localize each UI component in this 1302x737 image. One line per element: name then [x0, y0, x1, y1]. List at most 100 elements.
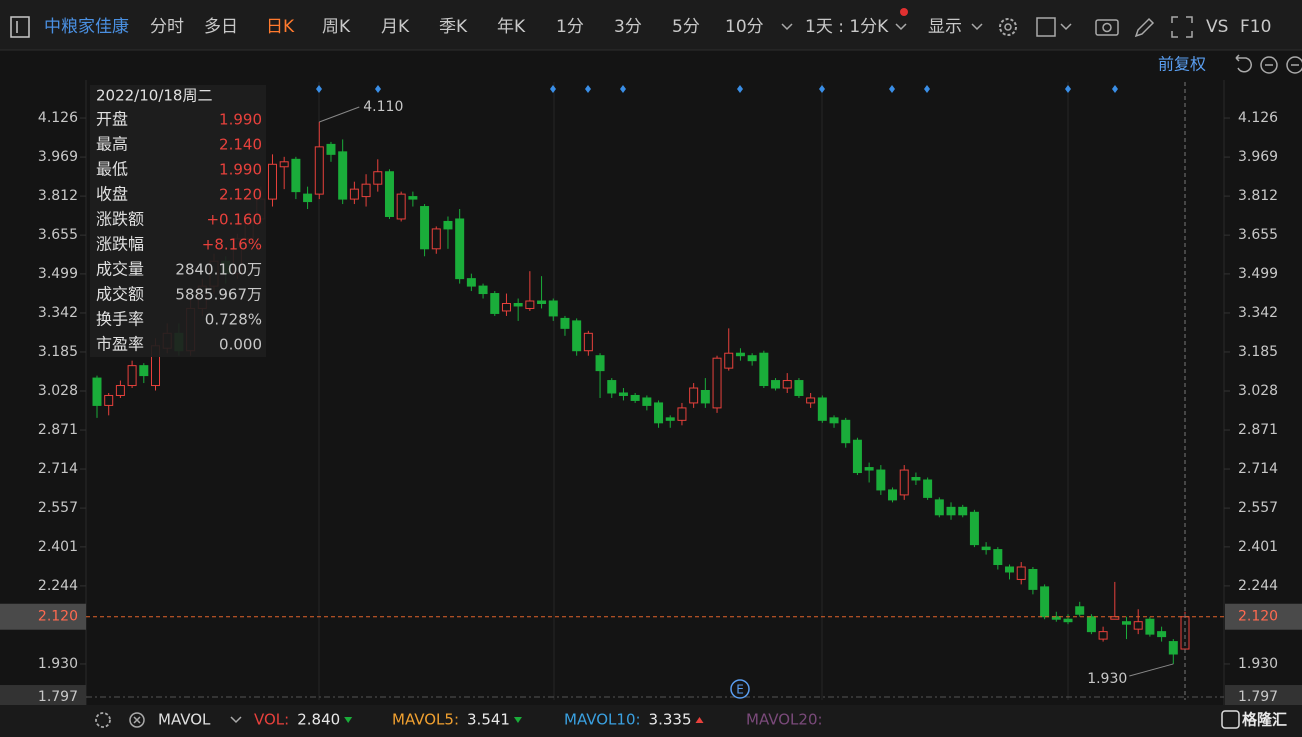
y-tick-label: 2.244 [38, 578, 78, 594]
settings-icon[interactable] [999, 18, 1017, 36]
event-diamond[interactable] [1065, 85, 1071, 93]
tooltip-value: 0.000 [219, 336, 262, 354]
tab[interactable]: 分时 [150, 17, 184, 37]
tab[interactable]: 1分 [556, 17, 584, 37]
candle-body [279, 161, 289, 168]
event-diamond[interactable] [889, 85, 895, 93]
candle-body [548, 300, 558, 317]
zoom-out[interactable] [1260, 56, 1278, 74]
tab[interactable]: 多日 [204, 17, 238, 37]
zoom-in[interactable] [1286, 56, 1302, 74]
event-marker[interactable] [730, 679, 750, 699]
y-tick-label: 3.655 [38, 227, 78, 243]
indicator-close[interactable] [129, 712, 145, 728]
candle-body [104, 394, 114, 406]
y-tick-label: 2.714 [38, 461, 78, 477]
tooltip-label: 市盈率 [96, 335, 144, 354]
tooltip-label: 涨跌幅 [96, 235, 144, 254]
tooltip-value: 2.140 [219, 136, 262, 154]
tab[interactable]: 5分 [672, 17, 700, 37]
crosshair-box [1225, 603, 1302, 630]
candle-body [735, 352, 745, 357]
tooltip [90, 85, 266, 357]
y-tick-label: 1.797 [38, 689, 78, 705]
candle-body [1051, 616, 1061, 620]
candle-body [361, 183, 371, 198]
candle-body [349, 188, 359, 200]
logo: 格隆汇 [1242, 711, 1287, 729]
candle-body [1086, 616, 1096, 633]
fullscreen-icon[interactable] [1171, 16, 1193, 38]
event-diamond[interactable] [550, 85, 556, 93]
y-tick-label: 3.499 [38, 266, 78, 282]
vs-button[interactable]: VS [1206, 17, 1228, 37]
candle-body [1028, 568, 1038, 590]
tooltip-label: 涨跌额 [96, 210, 144, 229]
y-tick-label: 3.028 [38, 383, 78, 399]
draw-icon[interactable] [1134, 17, 1155, 38]
candle-body [946, 506, 956, 516]
candle-body [817, 397, 827, 421]
candle-body [291, 158, 301, 193]
stock-name[interactable]: 中粮家佳康 [44, 17, 129, 37]
event-diamond[interactable] [924, 85, 930, 93]
tooltip-label: 收盘 [96, 185, 128, 204]
tab[interactable]: 月K [381, 17, 410, 37]
tooltip-label: 换手率 [96, 310, 144, 329]
candle-body [829, 417, 839, 424]
y-tick-label: 3.185 [38, 344, 78, 360]
tab[interactable]: 3分 [614, 17, 642, 37]
candle-body [303, 193, 313, 203]
crosshair-label: 2.120 [1238, 609, 1278, 625]
event-diamond[interactable] [737, 85, 743, 93]
candle-body [431, 228, 441, 250]
candle-body [794, 380, 804, 396]
candle-body [607, 380, 617, 394]
y-tick-label: 3.028 [1238, 383, 1278, 399]
adjust-mode[interactable]: 前复权 [1158, 55, 1206, 74]
annotation: 4.110 [363, 99, 403, 115]
event-diamond[interactable] [375, 85, 381, 93]
period-select[interactable]: 1天 : 1分K [805, 17, 889, 37]
tab[interactable]: 10分 [725, 17, 764, 37]
y-tick-label: 3.812 [38, 188, 78, 204]
layout-icon[interactable] [1036, 17, 1056, 37]
event-diamond[interactable] [620, 85, 626, 93]
camera-icon[interactable] [1095, 19, 1119, 36]
indicator-name[interactable]: MAVOL [158, 711, 211, 729]
candle-body [747, 355, 757, 362]
candle-body [127, 365, 137, 387]
event-diamond[interactable] [1112, 85, 1118, 93]
y-tick-label: 2.401 [38, 539, 78, 555]
y-tick-label: 2.557 [1238, 500, 1278, 516]
candle-body [700, 390, 710, 404]
y-tick-label: 2.871 [38, 422, 78, 438]
display-select[interactable]: 显示 [928, 17, 962, 37]
event-diamond[interactable] [819, 85, 825, 93]
candle-body [1016, 566, 1026, 580]
event-diamond[interactable] [585, 85, 591, 93]
tab[interactable]: 年K [497, 17, 526, 37]
candle-body [1063, 618, 1073, 623]
candle-body [443, 220, 453, 230]
candle-body [525, 300, 535, 309]
indicator-settings[interactable] [95, 712, 111, 728]
sidebar-icon[interactable] [10, 16, 30, 38]
y-tick-label: 3.499 [1238, 266, 1278, 282]
y-tick-label: 2.714 [1238, 461, 1278, 477]
candle-body [466, 278, 476, 287]
candle-body [630, 394, 640, 401]
candle-body [92, 377, 102, 406]
reset-icon[interactable] [1235, 54, 1252, 73]
chevron [971, 23, 983, 31]
annotation-leader [319, 106, 360, 123]
f10-button[interactable]: F10 [1240, 17, 1271, 37]
tab[interactable]: 季K [439, 17, 468, 37]
tab[interactable]: 日K [266, 17, 295, 37]
candle-body [993, 549, 1003, 566]
event-diamond[interactable] [316, 85, 322, 93]
candle-body [513, 302, 523, 307]
tab[interactable]: 周K [322, 17, 351, 37]
indicator-bar [0, 705, 1302, 737]
